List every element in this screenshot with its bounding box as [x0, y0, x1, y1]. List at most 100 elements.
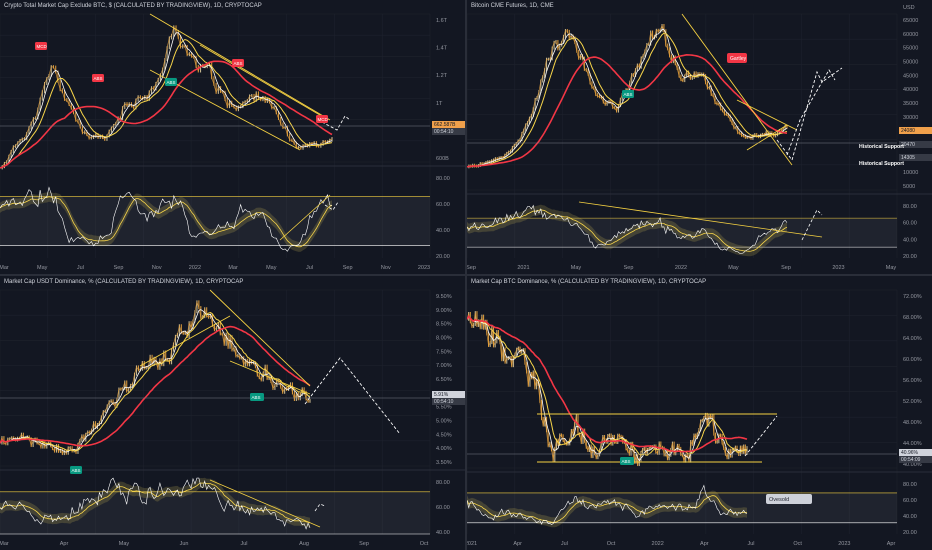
price-line	[467, 24, 788, 168]
rsi-band	[0, 196, 430, 246]
panel-title: Crypto Total Market Cap Exclude BTC, $ (…	[4, 3, 262, 9]
rsi-axis-label: 40.00	[436, 228, 450, 234]
trendline	[209, 289, 311, 387]
trendline	[746, 124, 788, 151]
projection-arrow	[776, 67, 843, 161]
time-axis-label: Jul	[747, 541, 754, 547]
price-axis-label: 5.50%	[436, 405, 452, 411]
rsi-axis-label: 20.00	[436, 254, 450, 260]
signal-label-text: ABS	[72, 468, 81, 473]
price-tag-bg	[899, 141, 932, 148]
time-axis-label: Nov	[152, 265, 162, 271]
time-axis-label: Sep	[624, 265, 634, 271]
price-axis-label: 9.50%	[436, 294, 452, 300]
rsi-line	[0, 477, 311, 530]
price-tag-bg	[899, 449, 932, 456]
chart-svg-total2[interactable]: 1.6T1.4T1.2T1T800B600B662.587B00:54:10MC…	[0, 0, 465, 274]
price-axis-label: 6.50%	[436, 377, 452, 383]
price-tag: 40.96%	[901, 450, 919, 456]
trendline	[199, 44, 326, 119]
rsi-cloud	[467, 490, 747, 528]
price-tag-bg	[899, 456, 932, 463]
projection-arrow	[786, 69, 836, 156]
time-axis-label: 2022	[675, 265, 687, 271]
rsi-trendline	[209, 479, 321, 528]
time-axis-label: Sep	[114, 265, 124, 271]
signal-label-text: ABS	[252, 395, 261, 400]
chart-svg-btc-d[interactable]: 72.00% 68.00% 64.00% 60.00% 56.00% 52.00% 48.0…	[467, 276, 932, 550]
ma-white-line	[0, 309, 311, 453]
signal-label-text: ABS	[94, 76, 103, 81]
price-axis-label: 7.50%	[436, 349, 452, 355]
ma-red-line	[0, 325, 311, 447]
time-axis-label: Mar	[0, 541, 9, 547]
time-axis-label: Nov	[381, 265, 391, 271]
chart-panel-total2[interactable]: 1.6T1.4T1.2T1T800B600B662.587B00:54:10MC…	[0, 0, 465, 274]
time-axis-label: Oct	[607, 541, 616, 547]
ma-white-line	[0, 32, 333, 169]
ma-yellow-line	[0, 311, 311, 452]
time-axis-label: Mar	[228, 265, 238, 271]
trendline	[229, 360, 311, 395]
signal-label	[165, 78, 177, 86]
time-axis-label: 2023	[838, 541, 850, 547]
price-tag: 5.91%	[434, 392, 449, 398]
ma-red-line	[467, 53, 788, 168]
ma-yellow-line	[467, 315, 748, 456]
rsi-axis-label: 40.00	[903, 514, 917, 520]
price-axis-label: 40.00%	[903, 462, 922, 468]
time-axis-label: Sep	[343, 265, 353, 271]
time-axis-label: Aug	[299, 541, 309, 547]
price-axis-label: 45000	[903, 73, 918, 79]
signal-label	[70, 466, 82, 474]
price-axis-label: 44.00%	[903, 441, 922, 447]
time-axis-label: Sep	[467, 265, 476, 271]
chart-svg-btc-cme[interactable]: 65000 60000 55000 50000 45000 40000 35000 30000…	[467, 0, 932, 274]
time-axis-label: Jul	[77, 265, 84, 271]
time-axis-label: Jul	[306, 265, 313, 271]
price-axis-label: 55000	[903, 46, 918, 52]
time-axis-label: May	[728, 265, 739, 271]
time-axis-label: Apr	[700, 541, 709, 547]
time-axis-label: Apr	[887, 541, 896, 547]
chart-panel-usdt-d[interactable]: 9.50%9.00%8.50%8.00%7.50%7.00%6.50%6.00%…	[0, 276, 465, 550]
rsi-ma-line	[467, 495, 748, 523]
chart-panel-btc-cme[interactable]: 65000 60000 55000 50000 45000 40000 35000 30000…	[467, 0, 932, 274]
signal-label	[232, 59, 244, 67]
time-axis-label: Mar	[0, 265, 9, 271]
time-axis-label: Oct	[793, 541, 802, 547]
signal-label	[622, 90, 634, 98]
rsi-trendline	[578, 201, 823, 238]
chart-panel-btc-d[interactable]: 72.00% 68.00% 64.00% 60.00% 56.00% 52.00% 48.0…	[467, 276, 932, 550]
price-axis-label: 48.00%	[903, 420, 922, 426]
rsi-projection	[314, 503, 326, 512]
rsi-axis-label: 80.00	[903, 204, 917, 210]
annotation-box	[766, 494, 812, 504]
price-tag-bg	[432, 391, 465, 398]
price-axis-label: 9.00%	[436, 308, 452, 314]
time-axis-label: 2021	[517, 265, 529, 271]
projection-arrow	[744, 415, 778, 457]
time-axis-label: May	[886, 265, 897, 271]
chart-svg-usdt-d[interactable]: 9.50%9.00%8.50%8.00%7.50%7.00%6.50%6.00%…	[0, 276, 465, 550]
time-axis-label: 2022	[652, 541, 664, 547]
ma-white-line	[467, 315, 748, 462]
annotation-label: Gartley	[730, 56, 747, 62]
time-axis-label: 2023	[418, 265, 430, 271]
rsi-projection	[324, 201, 339, 211]
time-axis-label: 2023	[832, 265, 844, 271]
price-axis-label: 5.00%	[436, 419, 452, 425]
time-axis-label: Jul	[240, 541, 247, 547]
time-axis-label: Oct	[420, 541, 429, 547]
time-axis-label: May	[119, 541, 130, 547]
price-axis-label: 600B	[436, 156, 449, 162]
price-tag: 00:54:10	[434, 399, 454, 405]
price-axis-label: 4.00%	[436, 446, 452, 452]
panel-divider-horizontal	[0, 274, 932, 276]
price-tag-bg	[432, 121, 465, 128]
projection-arrow	[304, 357, 401, 435]
signal-label-text: ABS	[622, 459, 631, 464]
price-axis-label: 1.4T	[436, 46, 448, 52]
time-axis-label: May	[37, 265, 48, 271]
rsi-axis-label: 80.00	[903, 482, 917, 488]
